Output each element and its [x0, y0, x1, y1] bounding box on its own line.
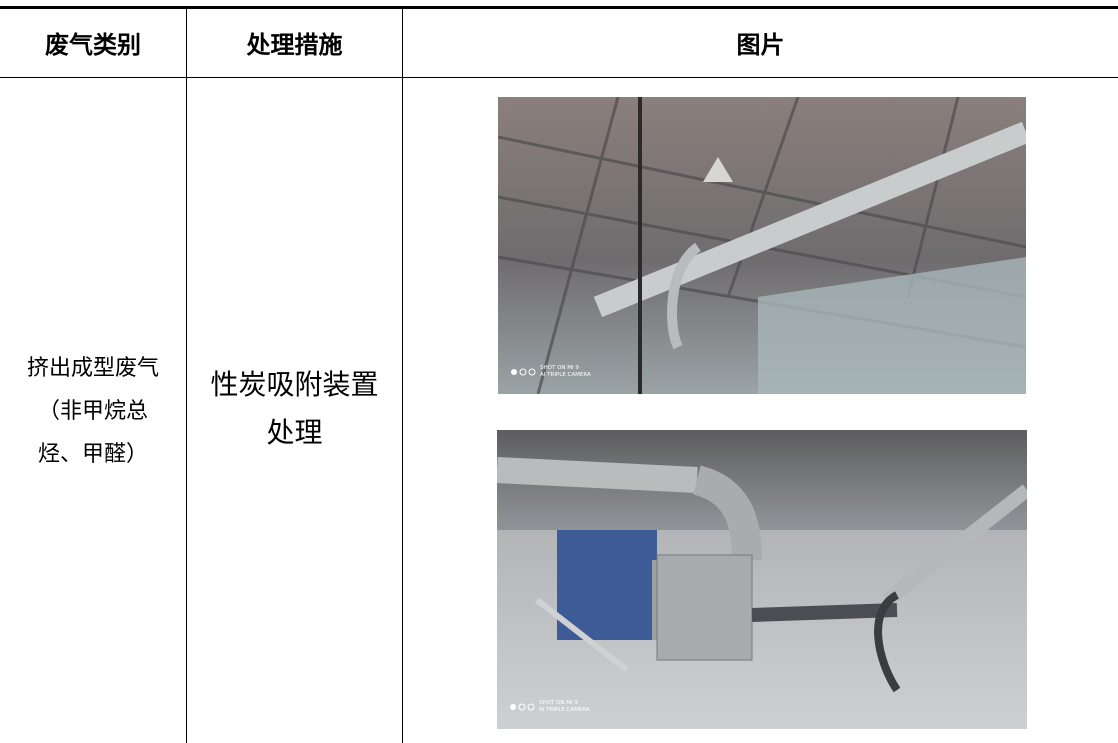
cell-line: 性炭吸附装置	[210, 370, 379, 401]
header-rule	[0, 77, 1118, 78]
header-cell: 图片	[736, 31, 785, 59]
cell-line: 烃、甲醛）	[37, 440, 148, 466]
measure-cell: 性炭吸附装置 处理	[187, 77, 402, 743]
column-rule	[186, 9, 187, 743]
column-rule	[402, 9, 403, 743]
photo-watermark: AI TRIPLE CAMERA	[539, 707, 590, 713]
photo: SHOT ON MI 9 AI TRIPLE CAMERA	[497, 430, 1027, 729]
category-cell: 挤出成型废气 （非甲烷总 烃、甲醛）	[0, 77, 186, 743]
header-cell: 废气类别	[45, 31, 141, 59]
table-top-rule	[0, 6, 1118, 9]
photo-watermark: SHOT ON MI 9	[539, 700, 578, 706]
cell-line: 挤出成型废气	[26, 354, 159, 380]
photo: SHOT ON MI 9 AI TRIPLE CAMERA	[498, 97, 1026, 394]
photo-watermark: SHOT ON MI 9	[540, 365, 579, 371]
header-cell: 处理措施	[246, 31, 343, 59]
cell-line: （非甲烷总	[37, 397, 148, 423]
photo-watermark: AI TRIPLE CAMERA	[540, 372, 591, 378]
cell-line: 处理	[266, 418, 323, 449]
